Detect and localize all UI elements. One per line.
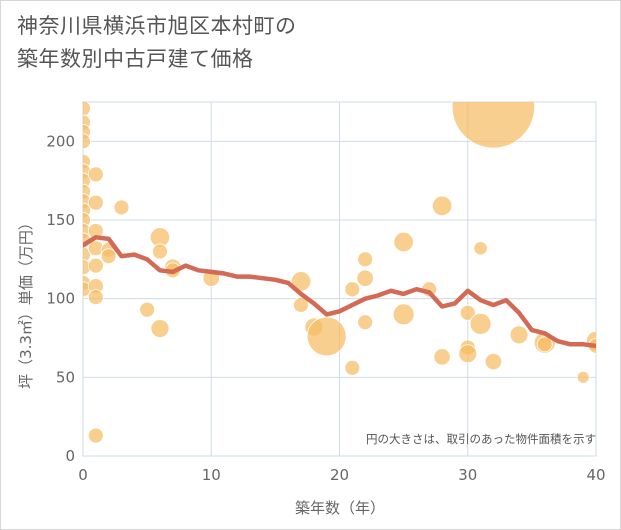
bubble-point (113, 199, 130, 216)
bubble-point (484, 352, 503, 371)
bubble-point (87, 289, 104, 305)
chart-title: 神奈川県横浜市旭区本村町の 築年数別中古戸建て価格 (17, 10, 577, 76)
bubble-point (87, 427, 104, 444)
bubble-point (431, 195, 453, 216)
y-tick-label: 200 (46, 132, 75, 150)
bubble-point (458, 344, 478, 364)
y-tick-labels: 0 50 100 150 200 (46, 132, 75, 465)
bubble-point (344, 281, 361, 298)
bubble-point (100, 248, 117, 265)
y-tick-label: 0 (65, 447, 75, 465)
title-line-2: 築年数別中古戸建て価格 (17, 47, 254, 71)
bubble-point (83, 133, 91, 150)
bubble-point (393, 231, 414, 253)
bubble-point (293, 297, 309, 313)
x-tick-label: 30 (458, 466, 477, 484)
bubble-point (87, 194, 104, 211)
bubble-point (344, 359, 361, 376)
gridlines (82, 101, 597, 457)
bubble-point (356, 269, 374, 287)
bubble-point (152, 243, 168, 260)
bubble-point (87, 257, 104, 274)
bubble-point (150, 319, 170, 338)
bubble-point (509, 325, 529, 345)
y-tick-label: 100 (46, 290, 75, 308)
size-note: 円の大きさは、取引のあった物件面積を示す (366, 432, 596, 446)
bubble-point (536, 336, 553, 353)
bubble-point (392, 303, 415, 326)
bubble-point (87, 166, 104, 183)
bubble-point (473, 241, 488, 256)
x-tick-label: 40 (586, 466, 605, 484)
y-tick-label: 50 (56, 368, 75, 386)
trend-line (83, 235, 596, 349)
bubble-point (433, 348, 451, 366)
y-tick-label: 150 (46, 211, 75, 229)
bubble-point (357, 251, 374, 268)
bubble-point (469, 312, 492, 335)
x-axis-label: 築年数（年） (295, 499, 385, 517)
x-tick-label: 0 (78, 466, 88, 484)
bubble-point (451, 102, 536, 149)
bubble-series (83, 102, 596, 444)
bubble-point (139, 301, 156, 318)
bubble-point (459, 304, 476, 321)
bubble-point (576, 370, 590, 384)
title-line-1: 神奈川県横浜市旭区本村町の (17, 14, 297, 38)
x-tick-label: 20 (330, 466, 349, 484)
bubble-point (357, 314, 374, 331)
bubble-point (306, 316, 347, 357)
x-tick-label: 10 (202, 466, 221, 484)
y-axis-label: 坪（3.3㎡）単価（万円） (17, 215, 35, 389)
bubble-point (83, 102, 91, 117)
x-tick-labels: 0 10 20 30 40 (78, 466, 605, 484)
